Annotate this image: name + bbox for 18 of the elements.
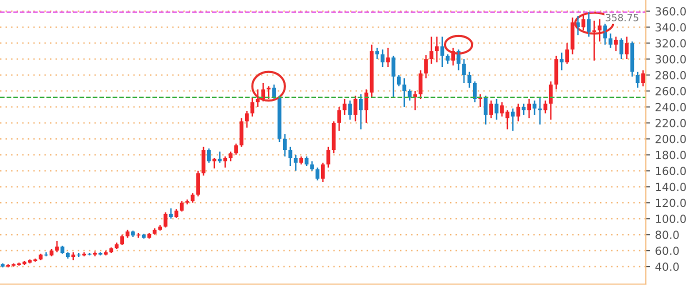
y-tick-label: 80.0 (656, 230, 679, 240)
y-tick-label: 120.0 (656, 198, 686, 208)
y-tick-label: 320.0 (656, 39, 686, 48)
y-tick-label: 100.0 (656, 214, 686, 224)
y-tick-label: 40.0 (655, 262, 679, 271)
y-tick-label: 180.0 (656, 150, 686, 160)
y-tick-label: 240.0 (656, 102, 686, 112)
y-tick-label: 140.0 (656, 182, 686, 192)
y-tick-label: 280.0 (656, 71, 686, 80)
y-tick-label: 200.0 (656, 134, 686, 144)
y-tick-label: 220.0 (656, 118, 686, 128)
y-tick-label: 60.0 (656, 246, 679, 255)
y-tick-label: 160.0 (656, 166, 686, 176)
y-tick-label: 360.0 (656, 7, 686, 16)
y-tick-label: 260.0 (656, 86, 686, 96)
ref-line-label: 358.75 (606, 14, 638, 22)
y-tick-label: 300.0 (656, 55, 686, 64)
y-tick-label: 340.0 (656, 23, 686, 32)
